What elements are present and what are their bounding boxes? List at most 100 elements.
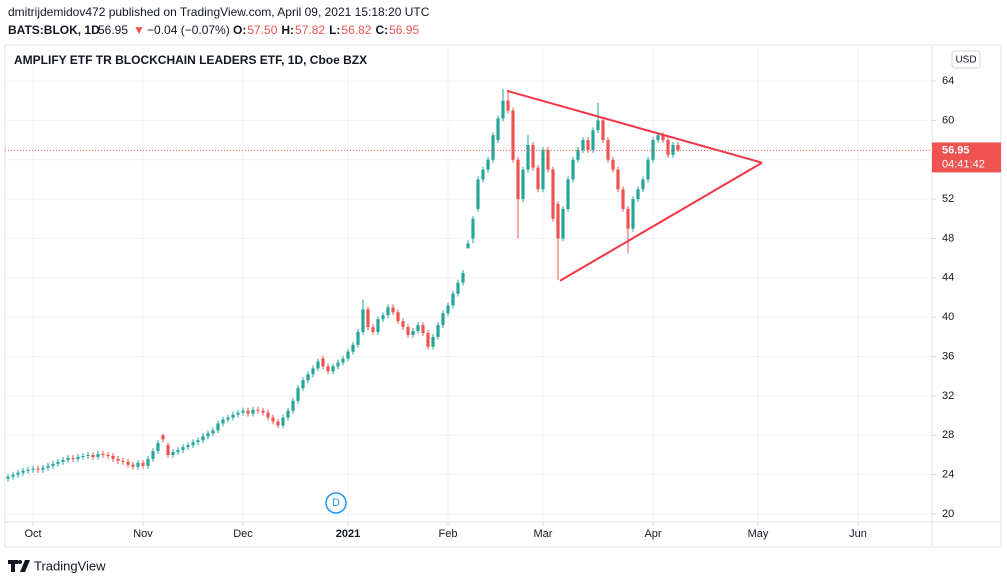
candle-body	[41, 467, 45, 470]
candle-body	[176, 450, 180, 453]
x-tick-label: Oct	[24, 528, 41, 540]
currency-button[interactable]	[951, 50, 981, 69]
ohlc-label: O:	[233, 23, 246, 37]
candle-body	[296, 388, 300, 401]
y-tick-label: 64	[942, 75, 954, 87]
candle-body	[346, 351, 350, 359]
countdown: 04:41:42	[942, 158, 985, 170]
candle-body	[311, 368, 315, 375]
candle-body	[561, 208, 565, 239]
candle-body	[196, 440, 200, 443]
candle-body	[396, 312, 400, 322]
candle-body	[86, 454, 90, 456]
candle-body	[71, 457, 75, 459]
ohlc-value: 57.50	[247, 23, 277, 37]
candle-body	[6, 476, 10, 479]
brand: TradingView	[34, 558, 106, 573]
candle-body	[361, 309, 365, 332]
candle-body	[661, 135, 665, 141]
candle-body	[161, 435, 165, 440]
candle-body	[581, 140, 585, 150]
candle-body	[51, 463, 55, 466]
candle-body	[391, 307, 395, 313]
y-tick-label: 32	[942, 390, 954, 402]
candle-body	[461, 272, 465, 283]
candle-body	[616, 169, 620, 190]
candle-body	[631, 199, 635, 229]
candle-body	[61, 459, 65, 462]
candle-body	[146, 458, 150, 466]
candle-body	[21, 470, 25, 473]
candle-body	[481, 169, 485, 180]
candle-body	[121, 460, 125, 462]
x-tick-label: Dec	[233, 528, 253, 540]
candle-body	[426, 332, 430, 347]
dividend-label: D	[332, 497, 340, 509]
y-tick-label: 20	[942, 508, 954, 520]
logo-icon	[8, 560, 30, 572]
candle-body	[506, 100, 510, 111]
change-arrow: ▼	[133, 23, 145, 37]
candle-body	[166, 445, 170, 455]
currency-label[interactable]: USD	[955, 55, 976, 66]
candle-body	[301, 380, 305, 389]
candle-body	[241, 410, 245, 413]
candle-body	[251, 409, 255, 414]
candle-body	[136, 462, 140, 467]
candle-body	[571, 159, 575, 180]
y-tick-label: 28	[942, 429, 954, 441]
candle-body	[336, 362, 340, 367]
candle-body	[621, 189, 625, 209]
candle-body	[181, 447, 185, 451]
candle-body	[141, 462, 145, 466]
symbol: BATS:BLOK, 1D	[8, 23, 100, 37]
candle-body	[281, 417, 285, 426]
ohlc-value: 56.95	[389, 23, 419, 37]
candle-body	[246, 410, 250, 414]
ohlc-label: L:	[329, 23, 340, 37]
candle-body	[551, 169, 555, 219]
candle-body	[431, 336, 435, 347]
candle-body	[601, 120, 605, 141]
logo-dot	[18, 560, 22, 564]
candle-body	[501, 100, 505, 119]
candle-body	[666, 140, 670, 155]
candle-body	[151, 451, 155, 459]
candle-body	[671, 144, 675, 155]
y-tick-label: 52	[942, 193, 954, 205]
x-tick-label: 2021	[336, 528, 360, 540]
candle-body	[656, 135, 660, 141]
candle-body	[566, 179, 570, 209]
trendline	[506, 89, 763, 164]
ohlc-value: 56.82	[341, 23, 371, 37]
candle-body	[46, 465, 50, 468]
candle-body	[286, 410, 290, 418]
price-tag	[932, 142, 1001, 173]
candle-body	[366, 309, 370, 328]
x-tick-label: Nov	[133, 528, 153, 540]
candle-body	[476, 179, 480, 209]
ohlc-label: H:	[281, 23, 294, 37]
candle-body	[446, 305, 450, 314]
candle-body	[96, 453, 100, 457]
candle-body	[406, 327, 410, 335]
y-tick-label: 44	[942, 272, 954, 284]
publisher-line: dmitrijdemidov472 published on TradingVi…	[8, 5, 430, 19]
candle-body	[11, 474, 15, 477]
y-tick-label: 40	[942, 311, 954, 323]
candle-body	[401, 321, 405, 328]
candle-body	[316, 361, 320, 369]
candle-body	[371, 327, 375, 332]
candle-body	[496, 118, 500, 141]
candle-body	[331, 366, 335, 372]
candle-body	[491, 135, 495, 160]
candle-body	[236, 412, 240, 415]
candle-body	[26, 469, 30, 471]
candle-body	[576, 149, 580, 160]
candle-body	[106, 454, 110, 456]
candle-body	[206, 433, 210, 437]
candle-body	[306, 374, 310, 381]
candle-body	[556, 204, 560, 239]
candle-body	[596, 120, 600, 131]
candle-body	[81, 455, 85, 457]
